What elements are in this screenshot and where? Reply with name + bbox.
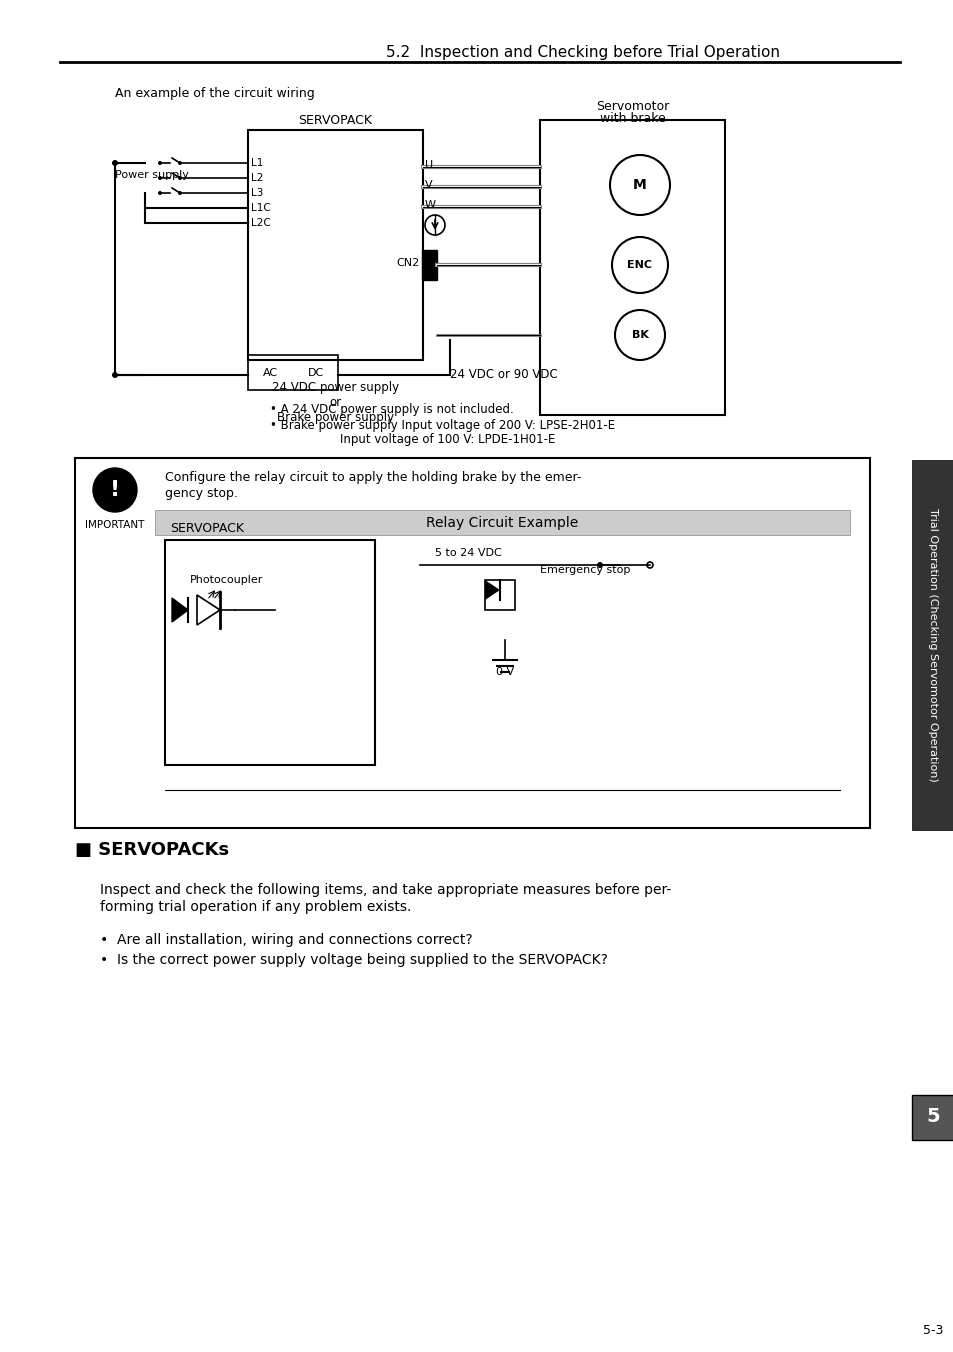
- Text: 5: 5: [925, 1107, 939, 1126]
- Text: • A 24 VDC power supply is not included.: • A 24 VDC power supply is not included.: [270, 403, 514, 416]
- Bar: [165, 539, 375, 765]
- Circle shape: [112, 372, 118, 379]
- Text: Power supply: Power supply: [115, 170, 189, 180]
- Text: ENC: ENC: [627, 260, 652, 270]
- Text: Input voltage of 100 V: LPDE-1H01-E: Input voltage of 100 V: LPDE-1H01-E: [339, 434, 555, 446]
- Text: L2: L2: [251, 173, 263, 183]
- Text: Inspect and check the following items, and take appropriate measures before per-: Inspect and check the following items, a…: [100, 883, 671, 896]
- Circle shape: [615, 310, 664, 360]
- Text: •  Is the correct power supply voltage being supplied to the SERVOPACK?: • Is the correct power supply voltage be…: [100, 953, 607, 967]
- Text: M: M: [633, 178, 646, 192]
- Text: gency stop.: gency stop.: [165, 488, 237, 500]
- Text: Servomotor: Servomotor: [596, 100, 668, 114]
- Text: L1C: L1C: [251, 203, 271, 214]
- Text: DC: DC: [308, 368, 324, 377]
- Text: Relay Circuit Example: Relay Circuit Example: [426, 515, 578, 530]
- Text: SERVOPACK: SERVOPACK: [298, 114, 372, 127]
- Circle shape: [178, 161, 182, 165]
- Text: 5.2  Inspection and Checking before Trial Operation: 5.2 Inspection and Checking before Trial…: [386, 45, 780, 59]
- Bar: [421, 250, 436, 280]
- Polygon shape: [172, 598, 188, 622]
- Text: An example of the circuit wiring: An example of the circuit wiring: [115, 87, 314, 100]
- Text: IMPORTANT: IMPORTANT: [85, 521, 145, 530]
- Circle shape: [609, 155, 669, 215]
- Text: 5-3: 5-3: [922, 1324, 943, 1337]
- Text: • Brake power supply Input voltage of 200 V: LPSE-2H01-E: • Brake power supply Input voltage of 20…: [270, 419, 615, 431]
- Text: SERVOPACK: SERVOPACK: [170, 522, 244, 534]
- Bar: [154, 510, 849, 535]
- Circle shape: [158, 161, 162, 165]
- Bar: [539, 120, 724, 415]
- Text: !: !: [110, 480, 120, 500]
- Text: with brake: with brake: [599, 112, 664, 126]
- Text: Trial Operation (Checking Servomotor Operation): Trial Operation (Checking Servomotor Ope…: [927, 508, 937, 781]
- Text: 24 VDC or 90 VDC: 24 VDC or 90 VDC: [450, 368, 558, 380]
- Text: L3: L3: [251, 188, 263, 197]
- Circle shape: [597, 562, 602, 568]
- Text: L1: L1: [251, 158, 263, 168]
- Circle shape: [158, 176, 162, 180]
- Circle shape: [424, 215, 444, 235]
- Bar: [911, 1095, 953, 1140]
- Text: Emergency stop: Emergency stop: [539, 565, 630, 575]
- Bar: [248, 356, 337, 389]
- Text: Configure the relay circuit to apply the holding brake by the emer-: Configure the relay circuit to apply the…: [165, 472, 580, 484]
- Text: CN2: CN2: [396, 258, 419, 268]
- Text: AC: AC: [262, 368, 277, 377]
- Text: V: V: [424, 180, 432, 191]
- Circle shape: [178, 191, 182, 195]
- Circle shape: [92, 468, 137, 512]
- Text: Photocoupler: Photocoupler: [190, 575, 263, 585]
- Polygon shape: [484, 580, 499, 600]
- Circle shape: [612, 237, 667, 293]
- Text: Brake power supply: Brake power supply: [276, 411, 394, 425]
- Bar: [75, 458, 869, 827]
- Text: 0 V: 0 V: [496, 667, 514, 677]
- Circle shape: [158, 191, 162, 195]
- Text: forming trial operation if any problem exists.: forming trial operation if any problem e…: [100, 900, 411, 914]
- Text: W: W: [424, 200, 436, 210]
- Text: or: or: [329, 396, 341, 410]
- Text: BK: BK: [631, 330, 648, 339]
- Bar: [484, 580, 515, 610]
- Bar: [911, 460, 953, 830]
- Text: U: U: [424, 160, 433, 170]
- Text: 24 VDC power supply: 24 VDC power supply: [272, 381, 398, 395]
- Circle shape: [178, 176, 182, 180]
- Text: L2C: L2C: [251, 218, 271, 228]
- Circle shape: [112, 160, 118, 166]
- Text: 5 to 24 VDC: 5 to 24 VDC: [435, 548, 501, 558]
- Bar: [248, 130, 422, 360]
- Text: ■ SERVOPACKs: ■ SERVOPACKs: [75, 841, 229, 859]
- Text: •  Are all installation, wiring and connections correct?: • Are all installation, wiring and conne…: [100, 933, 472, 946]
